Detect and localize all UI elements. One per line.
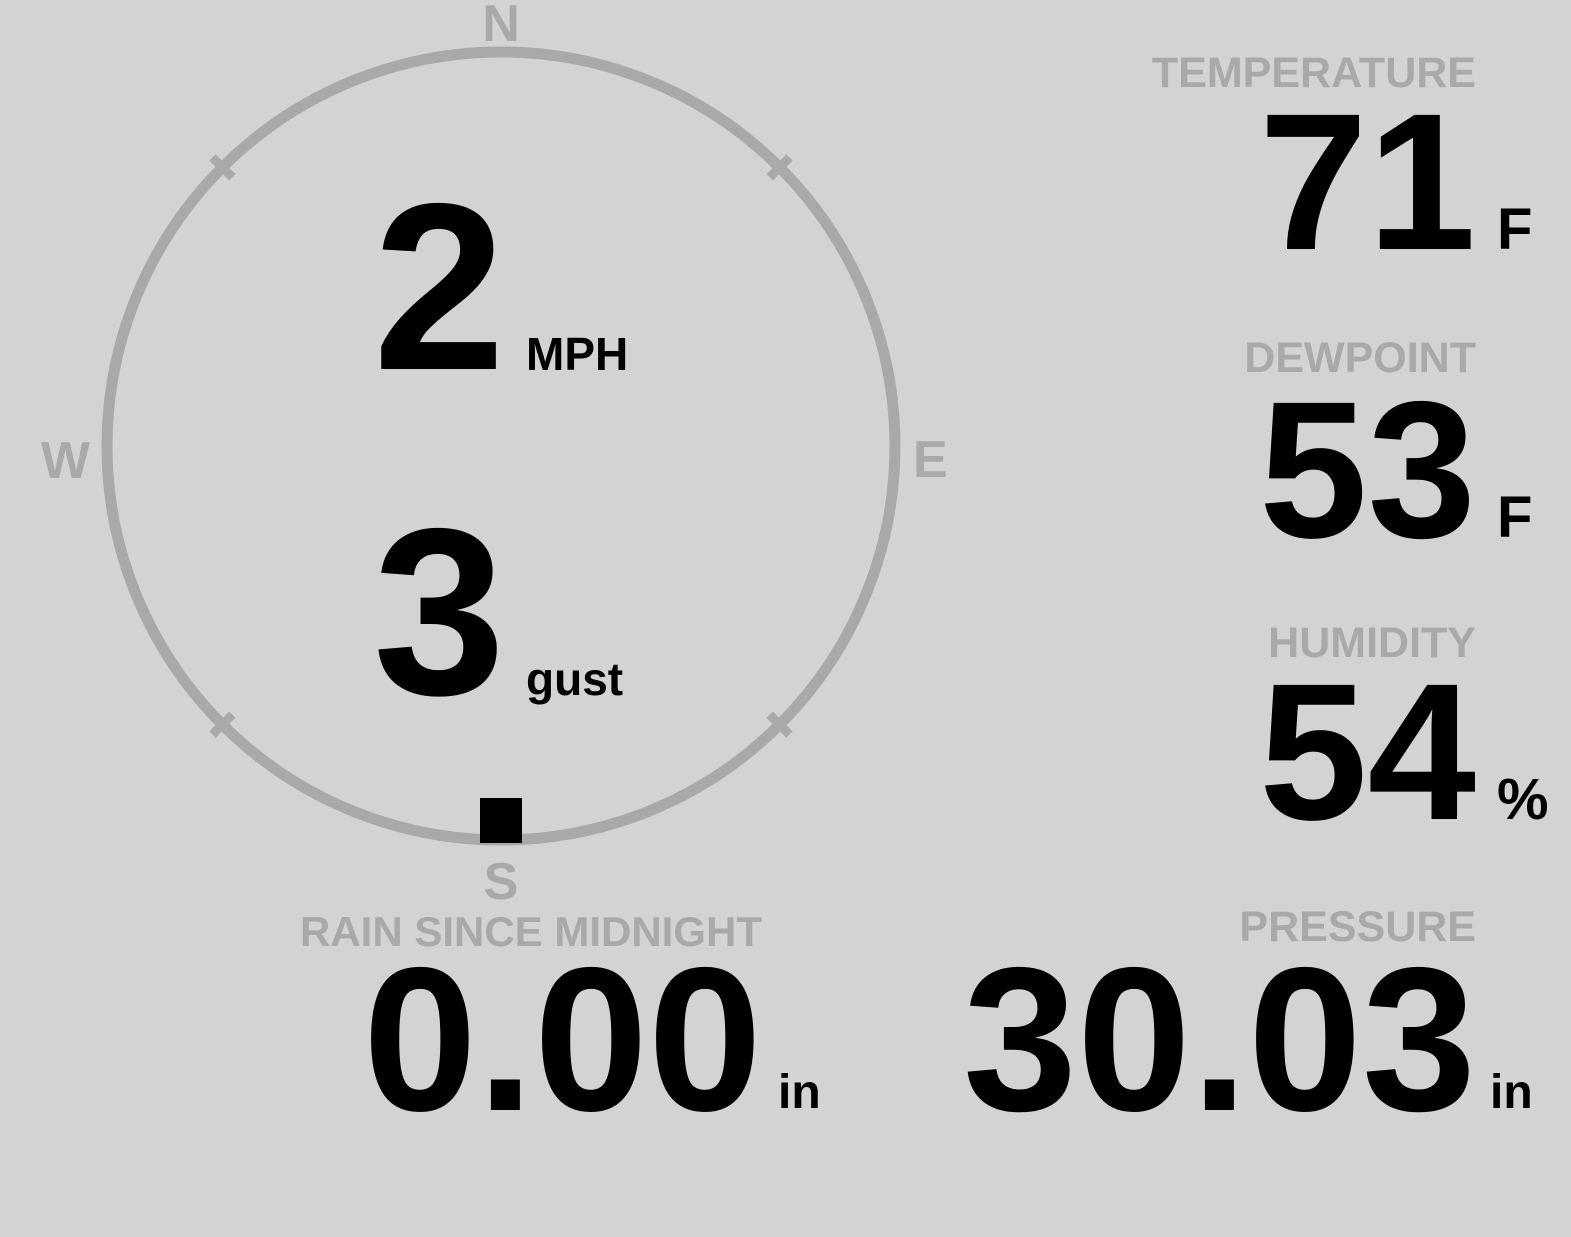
humidity-label: HUMIDITY [1268,619,1476,667]
temperature-unit: F [1497,197,1533,262]
temperature-value: 71 [1259,73,1476,291]
wind-speed-value: 2 [373,155,506,420]
rain-unit: in [778,1066,821,1119]
compass-tick-ne [766,154,793,181]
compass-tick-se [766,711,793,738]
wind-direction-marker [480,798,522,843]
wind-gust-unit: gust [526,653,624,705]
compass-label-east: E [913,431,948,489]
compass-label-north: N [482,0,520,53]
pressure-label: PRESSURE [1239,903,1476,951]
dewpoint-unit: F [1497,485,1533,550]
humidity-unit: % [1497,767,1549,832]
compass-tick-sw [209,711,236,738]
compass-label-west: W [40,432,90,490]
rain-value: 0.00 [363,925,762,1154]
wind-speed-unit: MPH [526,328,629,380]
compass-label-south: S [483,853,519,911]
pressure-unit: in [1490,1066,1533,1119]
compass-dial [101,46,901,846]
humidity-value: 54 [1259,643,1476,861]
compass-tick-nw [209,154,236,181]
pressure-value: 30.03 [962,925,1476,1154]
rain-label: RAIN SINCE MIDNIGHT [300,908,762,955]
wind-gust-value: 3 [373,480,506,745]
dewpoint-value: 53 [1259,361,1476,579]
temperature-label: TEMPERATURE [1151,49,1476,97]
dewpoint-label: DEWPOINT [1244,334,1476,382]
